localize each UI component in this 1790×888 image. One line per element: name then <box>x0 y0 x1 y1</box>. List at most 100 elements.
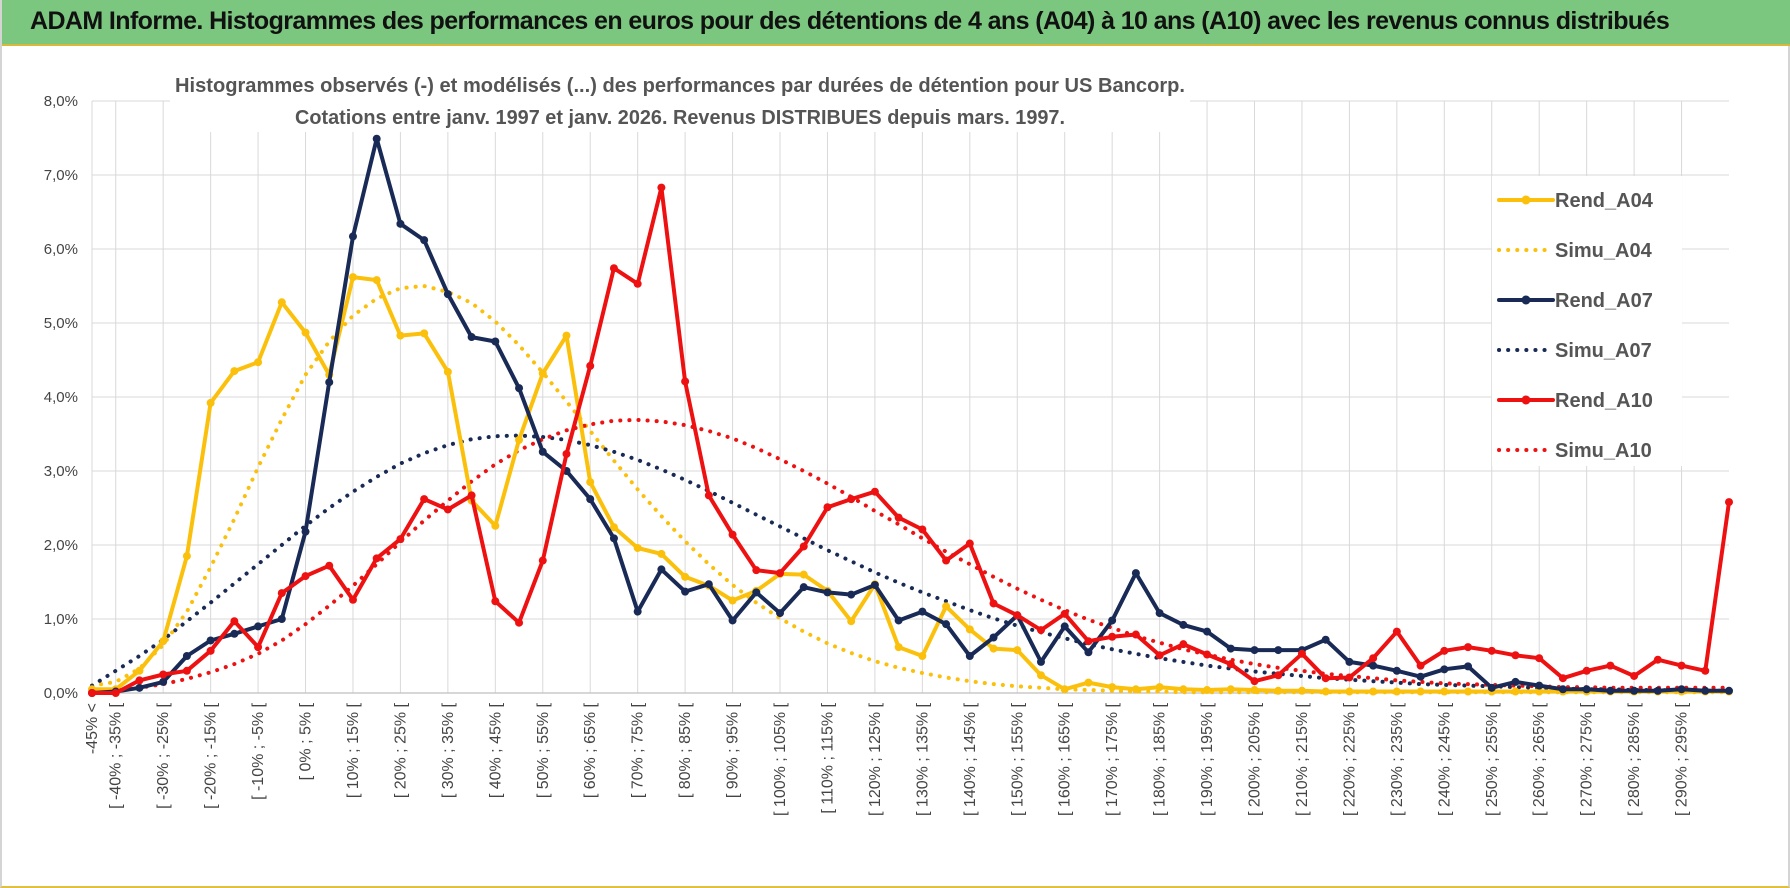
data-point-rend-a07 <box>491 337 500 346</box>
data-point-rend-a10 <box>135 676 144 685</box>
data-point-rend-a10 <box>491 597 500 606</box>
x-tick-label: [ 130% ; 135% [ <box>914 702 931 816</box>
y-tick-label: 5,0% <box>44 315 78 332</box>
data-point-rend-a10 <box>1630 671 1639 680</box>
data-point-rend-a04 <box>918 652 927 660</box>
data-point-rend-a10 <box>704 491 713 500</box>
data-point-rend-a07 <box>728 616 737 625</box>
x-tick-label: [ -30% ; -25% [ <box>155 702 172 808</box>
data-point-rend-a04 <box>1131 685 1140 694</box>
data-point-rend-a07 <box>1203 627 1212 636</box>
data-point-rend-a07 <box>1535 681 1544 690</box>
data-point-rend-a10 <box>609 264 618 273</box>
x-tick-label: [ 110% ; 115% [ <box>819 702 836 813</box>
x-tick-label: [ 210% ; 215% [ <box>1294 702 1311 816</box>
data-point-rend-a07 <box>159 677 168 686</box>
data-point-rend-a10 <box>1084 637 1093 646</box>
data-point-rend-a10 <box>515 618 524 627</box>
data-point-rend-a04 <box>1250 686 1259 695</box>
data-point-rend-a04 <box>1155 683 1164 692</box>
data-point-rend-a10 <box>1511 651 1520 660</box>
data-point-rend-a04 <box>1535 687 1544 696</box>
data-point-rend-a07 <box>254 622 263 631</box>
x-tick-label: [ 140% ; 145% [ <box>962 702 979 816</box>
data-point-rend-a07 <box>1179 620 1188 629</box>
data-point-rend-a10 <box>586 361 595 370</box>
data-point-rend-a10 <box>989 599 998 608</box>
data-point-rend-a10 <box>1203 650 1212 659</box>
x-tick-label: [ 200% ; 205% [ <box>1247 702 1264 816</box>
legend-marker <box>1521 295 1531 305</box>
data-point-rend-a10 <box>1582 666 1591 675</box>
legend-label-simu-a04: Simu_A04 <box>1555 240 1653 262</box>
data-point-rend-a07 <box>1060 622 1069 631</box>
data-point-rend-a10 <box>325 561 334 570</box>
data-point-rend-a10 <box>1155 651 1164 660</box>
data-point-rend-a10 <box>420 495 429 504</box>
data-point-rend-a04 <box>847 617 856 626</box>
data-point-rend-a10 <box>372 554 381 563</box>
data-point-rend-a04 <box>348 273 357 282</box>
data-point-rend-a07 <box>230 629 239 638</box>
data-point-rend-a10 <box>1677 661 1686 670</box>
data-point-rend-a07 <box>1701 686 1710 695</box>
data-point-rend-a04 <box>1036 671 1045 680</box>
data-point-rend-a04 <box>1013 646 1022 655</box>
data-point-rend-a10 <box>776 569 785 578</box>
chart-subtitle-line1: Histogrammes observés (-) et modélisés (… <box>175 75 1185 97</box>
data-point-rend-a07 <box>1606 686 1615 695</box>
data-point-rend-a04 <box>681 572 690 581</box>
data-point-rend-a10 <box>752 566 761 575</box>
data-point-rend-a04 <box>1511 687 1520 696</box>
data-point-rend-a04 <box>1392 687 1401 696</box>
data-point-rend-a04 <box>1369 687 1378 696</box>
data-point-rend-a04 <box>657 549 666 558</box>
data-point-rend-a07 <box>847 590 856 599</box>
data-point-rend-a07 <box>325 378 334 387</box>
data-point-rend-a07 <box>1155 609 1164 618</box>
x-tick-label: [ 280% ; 285% [ <box>1626 702 1643 816</box>
data-point-rend-a10 <box>1725 498 1733 507</box>
legend-box <box>1492 176 1682 466</box>
data-point-rend-a10 <box>1297 649 1306 658</box>
data-point-rend-a10 <box>1108 632 1117 641</box>
y-tick-label: 4,0% <box>44 389 78 406</box>
x-tick-label: [ 60% ; 65% [ <box>582 702 599 798</box>
data-point-rend-a07 <box>586 495 595 504</box>
data-point-rend-a07 <box>135 683 144 692</box>
data-point-rend-a07 <box>1345 657 1354 666</box>
series-line-rend-a04 <box>90 275 1731 694</box>
data-point-rend-a04 <box>1345 687 1354 696</box>
data-point-rend-a07 <box>681 587 690 596</box>
data-point-rend-a04 <box>538 369 547 378</box>
data-point-rend-a10 <box>1250 677 1259 686</box>
data-point-rend-a10 <box>918 525 927 534</box>
data-point-rend-a04 <box>1226 685 1235 694</box>
legend-marker <box>1521 195 1531 205</box>
data-point-rend-a04 <box>728 596 737 605</box>
data-point-rend-a04 <box>894 643 903 652</box>
y-tick-label: 1,0% <box>44 611 78 628</box>
data-point-rend-a10 <box>111 689 120 697</box>
data-point-rend-a10 <box>1131 630 1140 639</box>
data-point-rend-a10 <box>847 495 856 504</box>
data-point-rend-a10 <box>1464 643 1473 652</box>
data-point-rend-a10 <box>1416 661 1425 670</box>
x-tick-label: [ 20% ; 25% [ <box>392 702 409 798</box>
data-point-rend-a07 <box>396 219 405 228</box>
data-point-rend-a07 <box>965 652 974 660</box>
data-point-rend-a07 <box>1630 686 1639 695</box>
data-point-rend-a04 <box>1321 687 1330 696</box>
x-tick-label: [ 260% ; 265% [ <box>1531 702 1548 816</box>
data-point-rend-a07 <box>1108 616 1117 625</box>
data-point-rend-a10 <box>230 617 239 626</box>
y-tick-label: 7,0% <box>44 167 78 184</box>
data-point-rend-a07 <box>1511 677 1520 686</box>
data-point-rend-a07 <box>657 565 666 574</box>
data-point-rend-a07 <box>1084 648 1093 657</box>
data-point-rend-a10 <box>159 670 168 679</box>
data-point-rend-a07 <box>918 607 927 616</box>
data-point-rend-a10 <box>1606 661 1615 670</box>
data-point-rend-a10 <box>396 535 405 544</box>
